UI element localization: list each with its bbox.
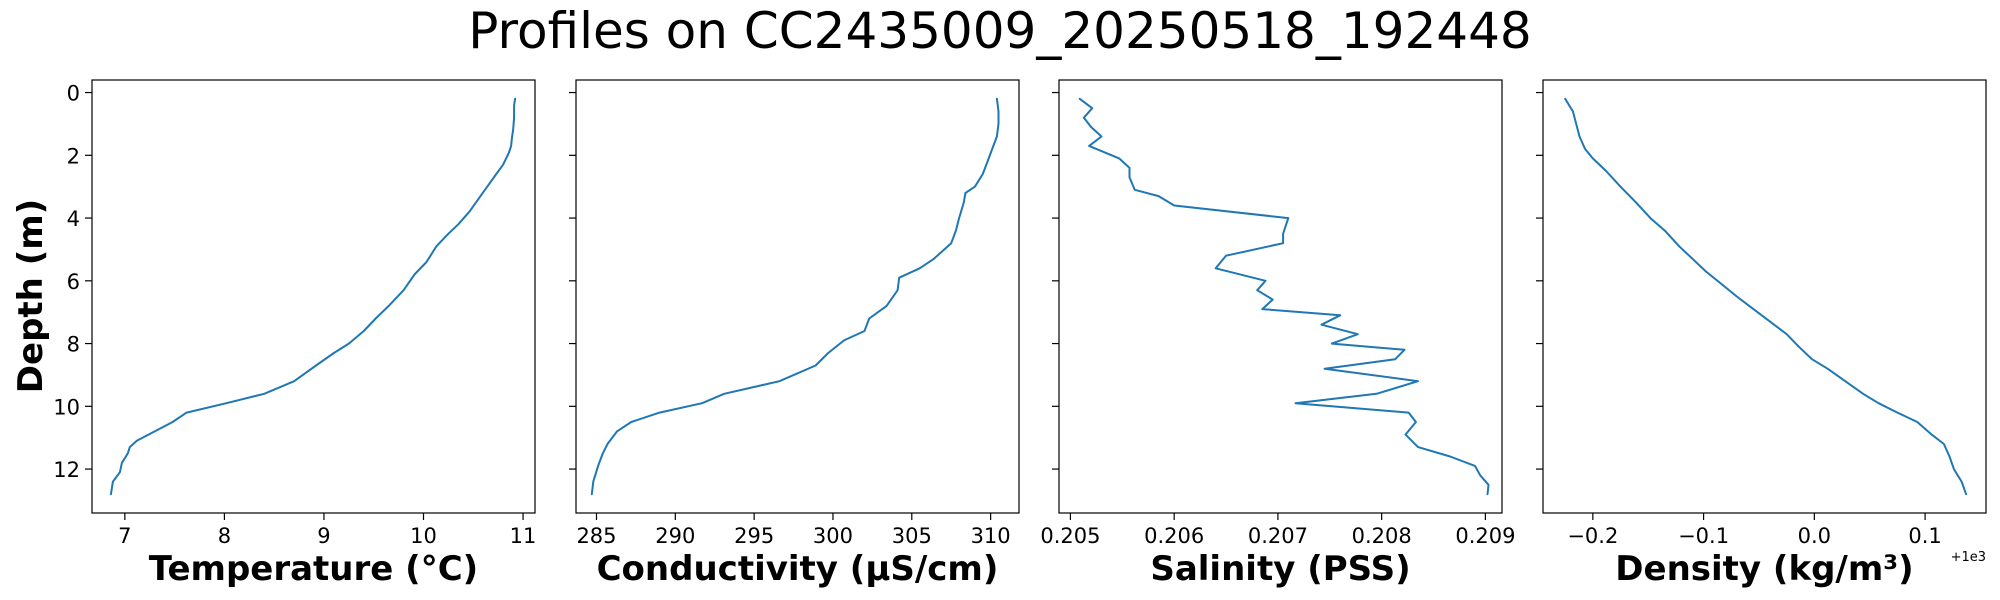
y-axis-label: Depth (m) <box>11 199 51 393</box>
x-tick-label-temperature: 10 <box>410 524 437 548</box>
series-line-conductivity <box>590 97 1000 496</box>
x-tick-label-conductivity: 285 <box>576 524 616 548</box>
series-line-density <box>1564 97 1968 496</box>
chart-title: Profiles on CC2435009_20250518_192448 <box>468 2 1531 60</box>
x-tick-label-density: −0.1 <box>1678 524 1729 548</box>
x-tick-label-temperature: 8 <box>218 524 231 548</box>
y-tick-label: 12 <box>53 458 80 482</box>
y-tick-label: 2 <box>67 144 80 168</box>
y-tick-label: 8 <box>67 333 80 357</box>
y-tick-label: 0 <box>67 82 80 106</box>
axes-frame-density <box>1542 79 1987 514</box>
series-line-temperature <box>109 97 517 496</box>
x-tick-label-conductivity: 295 <box>734 524 774 548</box>
x-tick-label-temperature: 11 <box>510 524 537 548</box>
x-tick-label-temperature: 9 <box>317 524 330 548</box>
axes-frame-conductivity <box>575 79 1020 514</box>
x-axis-label-density: Density (kg/m³) <box>1615 549 1913 589</box>
x-tick-label-density: 0.0 <box>1798 524 1831 548</box>
x-axis-label-temperature: Temperature (°C) <box>149 549 478 589</box>
x-tick-label-salinity: 0.205 <box>1040 524 1100 548</box>
x-tick-label-density: 0.1 <box>1908 524 1941 548</box>
x-tick-label-salinity: 0.206 <box>1144 524 1204 548</box>
x-tick-label-salinity: 0.209 <box>1455 524 1515 548</box>
x-tick-label-temperature: 7 <box>118 524 131 548</box>
series-line-salinity <box>1078 97 1490 496</box>
axes-frame-salinity <box>1058 79 1503 514</box>
y-tick-label: 6 <box>67 270 80 294</box>
x-tick-label-salinity: 0.208 <box>1352 524 1412 548</box>
y-tick-label: 4 <box>67 207 80 231</box>
panel-temperature: 0 2 4 6 8 10 12 7 8 9 10 11 Temperature (°C) <box>53 79 537 589</box>
x-tick-label-salinity: 0.207 <box>1248 524 1308 548</box>
x-tick-label-density: −0.2 <box>1567 524 1618 548</box>
x-tick-label-conductivity: 290 <box>655 524 695 548</box>
y-tick-label: 10 <box>53 395 80 419</box>
offset-text-density: +1e3 <box>1951 550 1986 565</box>
axes-frame-temperature <box>91 79 536 514</box>
panels: 0 2 4 6 8 10 12 7 8 9 10 11 Temperature (°C) 285 290 29… <box>53 79 1987 589</box>
x-tick-label-conductivity: 310 <box>971 524 1011 548</box>
panel-salinity: 0.205 0.206 0.207 0.208 0.209 Salinity (PSS) <box>1040 79 1515 589</box>
x-tick-label-conductivity: 300 <box>813 524 853 548</box>
x-axis-label-conductivity: Conductivity (µS/cm) <box>597 549 999 589</box>
x-tick-label-conductivity: 305 <box>892 524 932 548</box>
x-axis-label-salinity: Salinity (PSS) <box>1150 549 1410 589</box>
